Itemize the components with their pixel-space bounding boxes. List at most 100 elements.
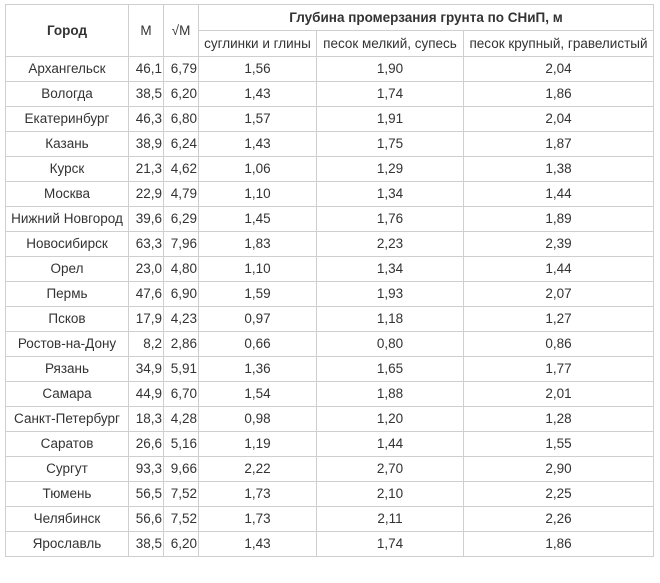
cell-clay-depth: 1,83 xyxy=(198,231,317,257)
cell-clay-depth: 1,73 xyxy=(198,506,317,532)
cell-coarse-sand-depth: 1,44 xyxy=(462,256,655,282)
table-row: Ростов-на-Дону 8,2 2,86 0,66 0,80 0,86 xyxy=(5,331,655,357)
table-row: Рязань 34,9 5,91 1,36 1,65 1,77 xyxy=(5,356,655,382)
cell-clay-depth: 0,66 xyxy=(198,331,317,357)
cell-coarse-sand-depth: 2,04 xyxy=(462,56,655,82)
table-row: Пермь 47,6 6,90 1,59 1,93 2,07 xyxy=(5,281,655,307)
cell-city: Ярославль xyxy=(5,531,129,557)
cell-clay-depth: 1,73 xyxy=(198,481,317,507)
cell-sqrt-m: 7,52 xyxy=(163,506,199,532)
cell-city: Пермь xyxy=(5,281,129,307)
cell-city: Самара xyxy=(5,381,129,407)
cell-fine-sand-depth: 1,20 xyxy=(316,406,464,432)
cell-clay-depth: 0,98 xyxy=(198,406,317,432)
cell-city: Екатеринбург xyxy=(5,106,129,132)
cell-sqrt-m: 6,90 xyxy=(163,281,199,307)
cell-fine-sand-depth: 1,90 xyxy=(316,56,464,82)
cell-clay-depth: 1,45 xyxy=(198,206,317,232)
header-sqrt-m: √М xyxy=(163,4,199,57)
table-row: Сургут 93,3 9,66 2,22 2,70 2,90 xyxy=(5,456,655,482)
cell-fine-sand-depth: 1,34 xyxy=(316,181,464,207)
header-soil-coarse-sand: песок крупный, гравелистый xyxy=(462,30,655,57)
cell-fine-sand-depth: 1,74 xyxy=(316,81,464,107)
cell-sqrt-m: 6,20 xyxy=(163,81,199,107)
cell-city: Тюмень xyxy=(5,481,129,507)
table-row: Саратов 26,6 5,16 1,19 1,44 1,55 xyxy=(5,431,655,457)
freeze-depth-table: Город М √М Глубина промерзания грунта по… xyxy=(5,4,655,557)
cell-m: 46,3 xyxy=(128,106,164,132)
cell-fine-sand-depth: 2,70 xyxy=(316,456,464,482)
header-city: Город xyxy=(5,4,129,57)
cell-coarse-sand-depth: 2,04 xyxy=(462,106,655,132)
cell-sqrt-m: 5,91 xyxy=(163,356,199,382)
cell-sqrt-m: 7,52 xyxy=(163,481,199,507)
cell-sqrt-m: 6,29 xyxy=(163,206,199,232)
cell-m: 46,1 xyxy=(128,56,164,82)
cell-m: 63,3 xyxy=(128,231,164,257)
cell-coarse-sand-depth: 2,01 xyxy=(462,381,655,407)
cell-sqrt-m: 2,86 xyxy=(163,331,199,357)
cell-sqrt-m: 4,79 xyxy=(163,181,199,207)
cell-clay-depth: 1,56 xyxy=(198,56,317,82)
cell-clay-depth: 1,10 xyxy=(198,181,317,207)
table-row: Архангельск 46,1 6,79 1,56 1,90 2,04 xyxy=(5,56,655,82)
cell-clay-depth: 1,19 xyxy=(198,431,317,457)
header-soil-fine-sand: песок мелкий, супесь xyxy=(316,30,464,57)
table-row: Нижний Новгород 39,6 6,29 1,45 1,76 1,89 xyxy=(5,206,655,232)
cell-coarse-sand-depth: 0,86 xyxy=(462,331,655,357)
cell-city: Вологда xyxy=(5,81,129,107)
cell-coarse-sand-depth: 1,44 xyxy=(462,181,655,207)
cell-coarse-sand-depth: 1,86 xyxy=(462,531,655,557)
table-body: Архангельск 46,1 6,79 1,56 1,90 2,04 Вологда 38… xyxy=(5,56,655,557)
cell-coarse-sand-depth: 1,27 xyxy=(462,306,655,332)
cell-coarse-sand-depth: 2,26 xyxy=(462,506,655,532)
cell-m: 8,2 xyxy=(128,331,164,357)
table-row: Ярославль 38,5 6,20 1,43 1,74 1,86 xyxy=(5,531,655,557)
cell-fine-sand-depth: 1,76 xyxy=(316,206,464,232)
cell-m: 38,5 xyxy=(128,531,164,557)
cell-sqrt-m: 5,16 xyxy=(163,431,199,457)
cell-fine-sand-depth: 1,65 xyxy=(316,356,464,382)
cell-m: 38,9 xyxy=(128,131,164,157)
cell-city: Москва xyxy=(5,181,129,207)
cell-m: 34,9 xyxy=(128,356,164,382)
cell-city: Нижний Новгород xyxy=(5,206,129,232)
cell-m: 23,0 xyxy=(128,256,164,282)
cell-sqrt-m: 6,80 xyxy=(163,106,199,132)
cell-clay-depth: 1,10 xyxy=(198,256,317,282)
cell-sqrt-m: 6,79 xyxy=(163,56,199,82)
cell-clay-depth: 1,36 xyxy=(198,356,317,382)
cell-m: 17,9 xyxy=(128,306,164,332)
header-freeze-depth-group: Глубина промерзания грунта по СНиП, м xyxy=(197,4,655,31)
cell-fine-sand-depth: 1,93 xyxy=(316,281,464,307)
cell-city: Орел xyxy=(5,256,129,282)
cell-city: Архангельск xyxy=(5,56,129,82)
cell-fine-sand-depth: 1,91 xyxy=(316,106,464,132)
cell-coarse-sand-depth: 1,77 xyxy=(462,356,655,382)
table-row: Вологда 38,5 6,20 1,43 1,74 1,86 xyxy=(5,81,655,107)
cell-sqrt-m: 6,24 xyxy=(163,131,199,157)
cell-clay-depth: 1,43 xyxy=(198,81,317,107)
table-row: Новосибирск 63,3 7,96 1,83 2,23 2,39 xyxy=(5,231,655,257)
cell-sqrt-m: 4,80 xyxy=(163,256,199,282)
cell-coarse-sand-depth: 2,90 xyxy=(462,456,655,482)
cell-coarse-sand-depth: 2,07 xyxy=(462,281,655,307)
cell-sqrt-m: 4,62 xyxy=(163,156,199,182)
cell-coarse-sand-depth: 1,28 xyxy=(462,406,655,432)
table-row: Тюмень 56,5 7,52 1,73 2,10 2,25 xyxy=(5,481,655,507)
cell-city: Псков xyxy=(5,306,129,332)
cell-city: Саратов xyxy=(5,431,129,457)
table-row: Екатеринбург 46,3 6,80 1,57 1,91 2,04 xyxy=(5,106,655,132)
cell-city: Сургут xyxy=(5,456,129,482)
cell-clay-depth: 1,43 xyxy=(198,531,317,557)
cell-clay-depth: 0,97 xyxy=(198,306,317,332)
cell-fine-sand-depth: 2,11 xyxy=(316,506,464,532)
cell-city: Челябинск xyxy=(5,506,129,532)
cell-fine-sand-depth: 0,80 xyxy=(316,331,464,357)
cell-m: 39,6 xyxy=(128,206,164,232)
cell-m: 21,3 xyxy=(128,156,164,182)
table-row: Санкт-Петербург 18,3 4,28 0,98 1,20 1,28 xyxy=(5,406,655,432)
table-row: Москва 22,9 4,79 1,10 1,34 1,44 xyxy=(5,181,655,207)
cell-city: Рязань xyxy=(5,356,129,382)
table-row: Псков 17,9 4,23 0,97 1,18 1,27 xyxy=(5,306,655,332)
